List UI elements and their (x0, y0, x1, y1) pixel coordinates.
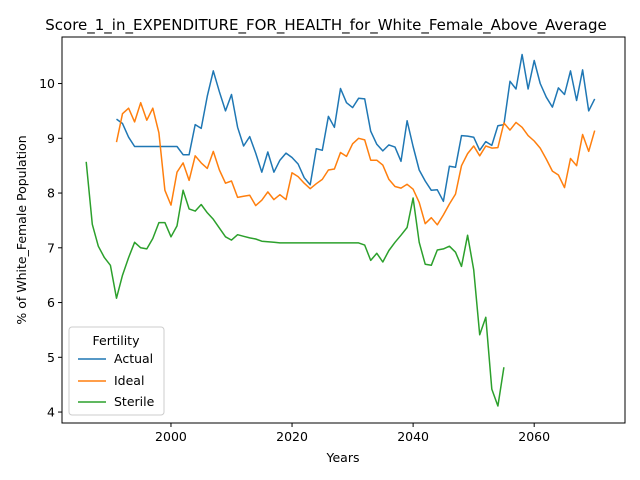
x-tick-label: 2000 (155, 429, 187, 444)
y-tick-label: 4 (47, 405, 55, 420)
x-tick-label: 2060 (518, 429, 550, 444)
y-tick-label: 9 (47, 131, 55, 146)
legend-label-ideal: Ideal (114, 373, 144, 388)
legend-box (68, 326, 165, 416)
series-line-ideal (115, 101, 596, 226)
x-axis-label: Years (326, 450, 360, 465)
chart-title: Score_1_in_EXPENDITURE_FOR_HEALTH_for_Wh… (45, 16, 607, 35)
x-axis: 2000 2020 2040 2060 (155, 423, 550, 444)
y-tick-label: 7 (47, 240, 55, 255)
x-tick-label: 2020 (276, 429, 308, 444)
legend: Fertility Actual Ideal Sterile (68, 326, 165, 416)
series-line-sterile (85, 161, 505, 407)
y-tick-label: 5 (47, 350, 55, 365)
series-line-actual (116, 53, 596, 203)
y-axis: 4 5 6 7 8 9 10 (39, 76, 62, 420)
x-tick-label: 2040 (397, 429, 429, 444)
y-tick-label: 8 (47, 186, 55, 201)
y-tick-label: 6 (47, 295, 55, 310)
legend-label-sterile: Sterile (114, 394, 155, 409)
plot-frame (61, 36, 626, 424)
legend-label-actual: Actual (114, 351, 153, 366)
plot-lines (85, 53, 596, 407)
legend-title: Fertility (93, 333, 141, 348)
y-tick-label: 10 (39, 76, 55, 91)
y-axis-label: % of White_Female Population (14, 135, 29, 324)
